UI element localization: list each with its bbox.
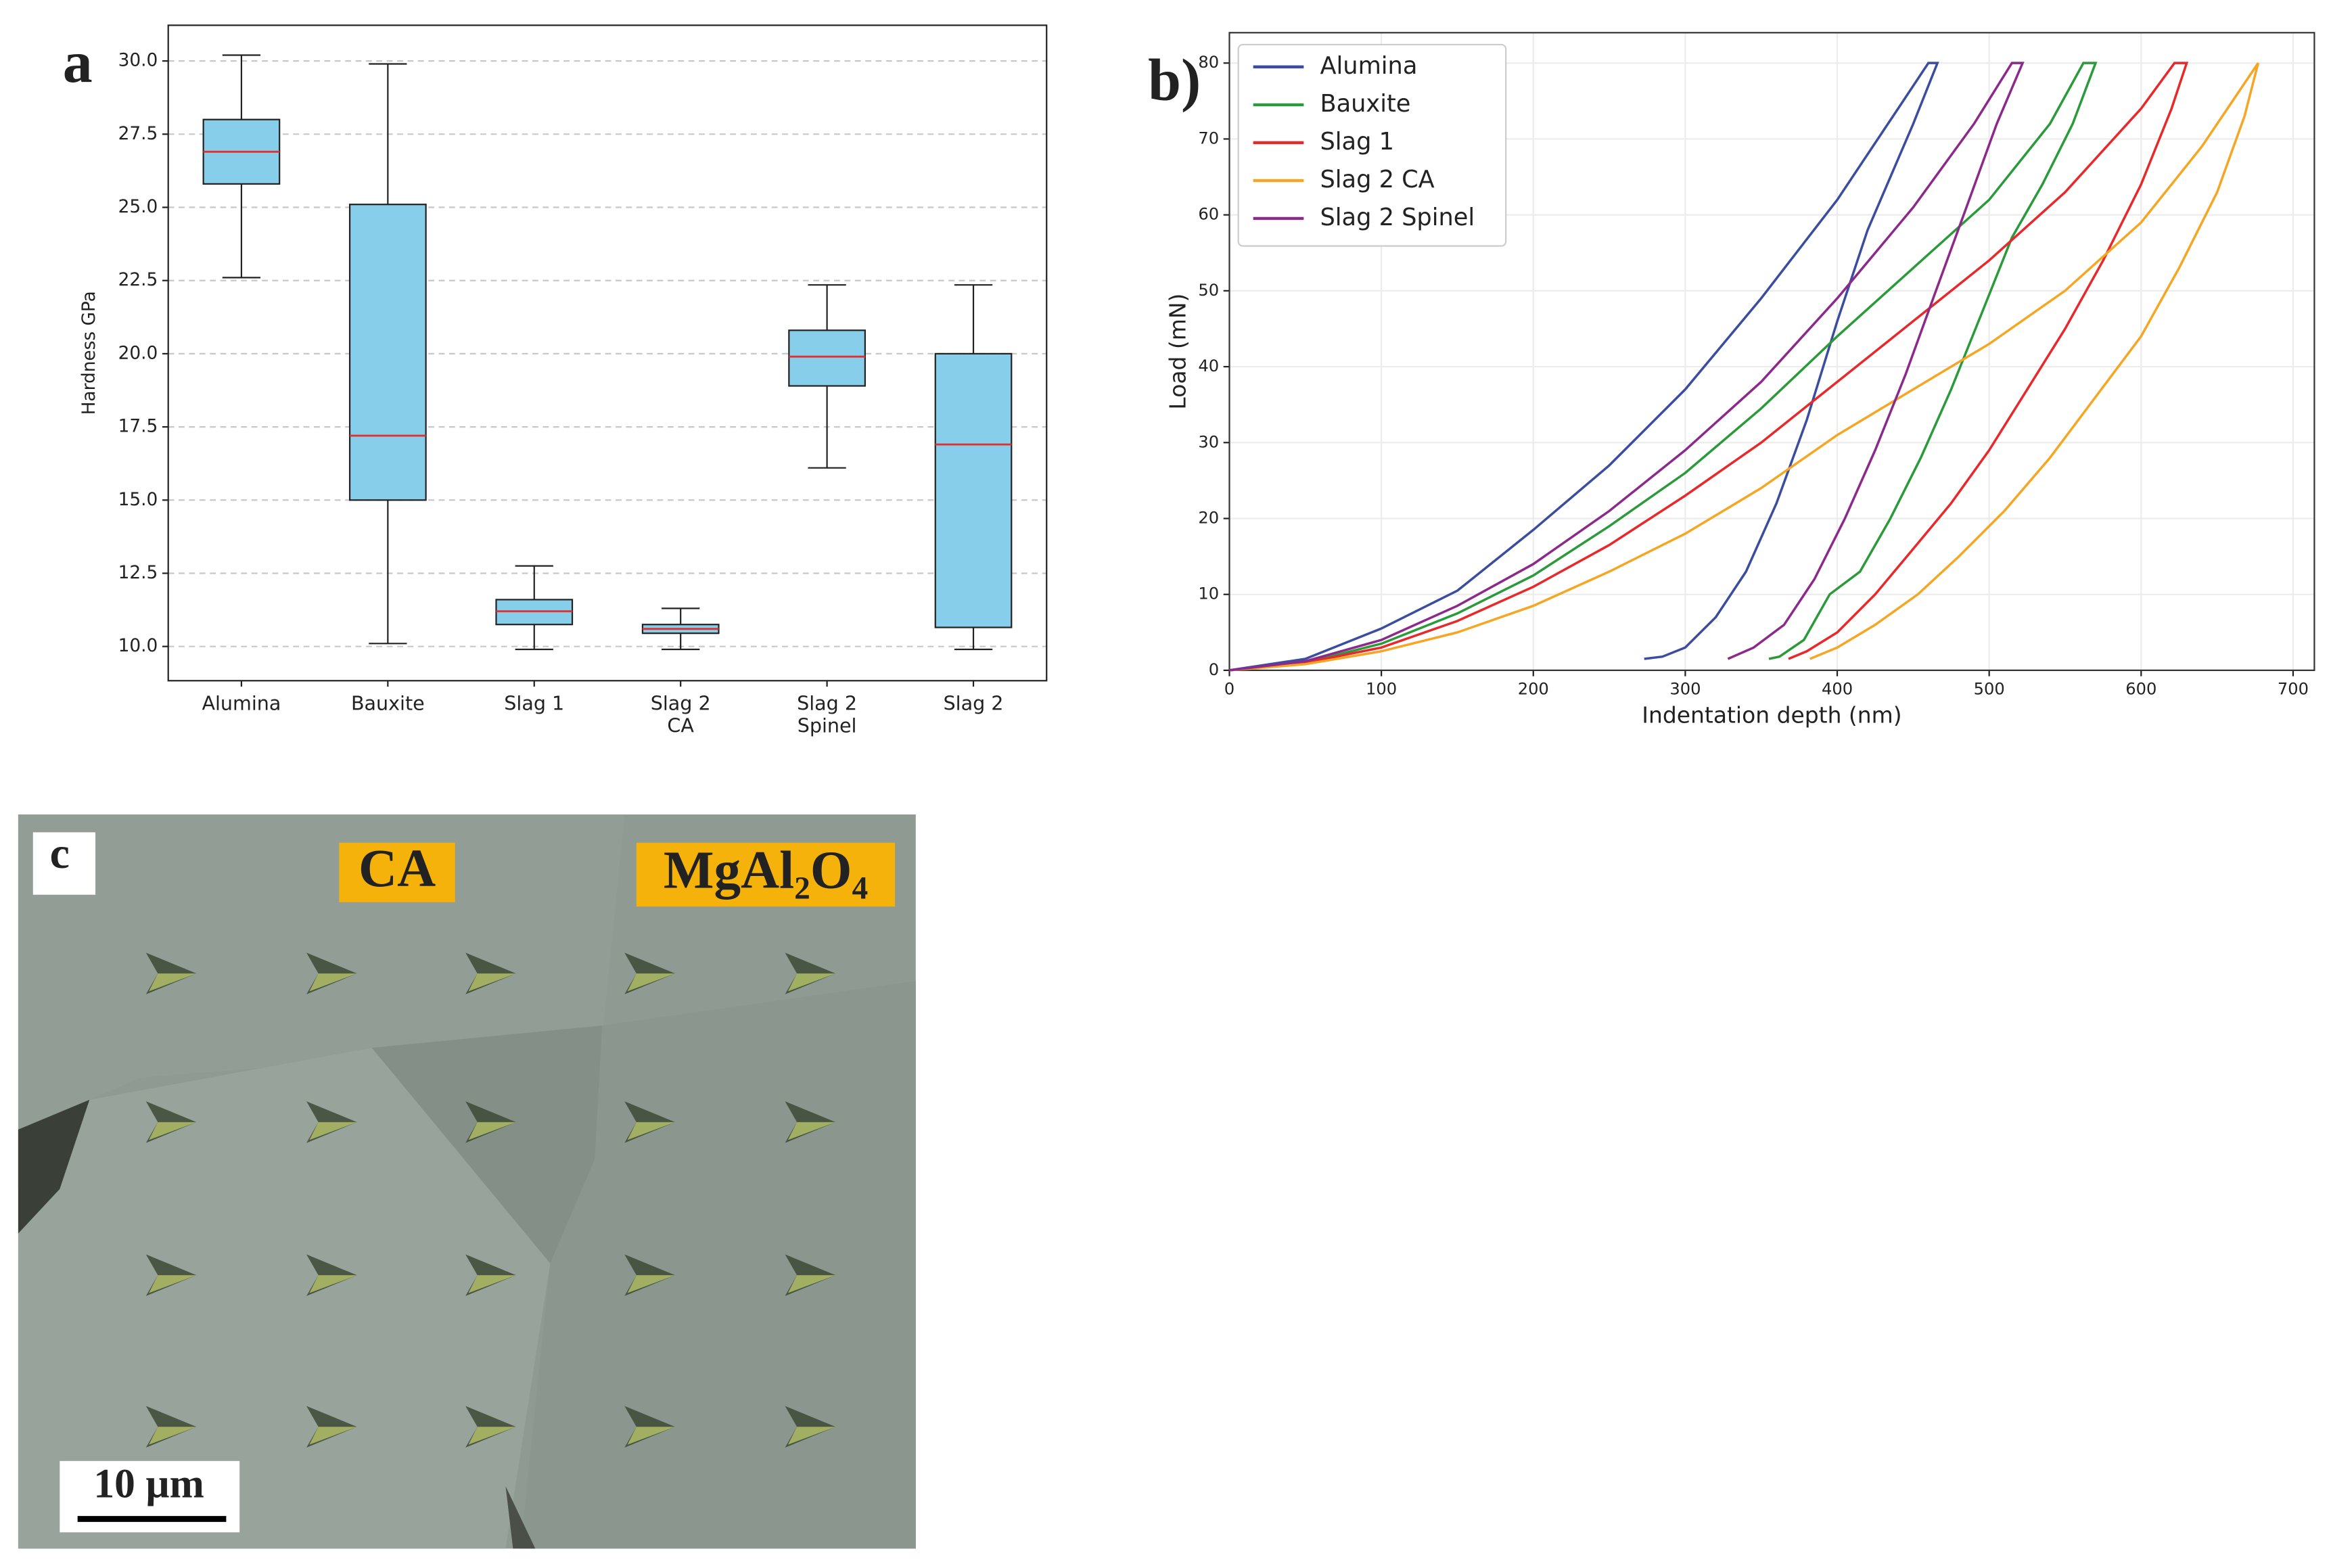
x-tick-label: Slag 2 [944,691,1004,714]
scale-bar-label: 10 µm [93,1460,204,1506]
y-tick-label: 80 [1198,53,1219,72]
y-axis-label: Hardness GPa [79,291,99,415]
panel-label: a [63,30,93,95]
box [788,329,866,387]
panel-label: b) [1148,48,1201,114]
panel-label-bg [32,832,96,895]
plot-frame [1228,32,2315,672]
y-tick-label: 15.0 [118,490,158,510]
indent-edge [149,973,197,992]
indent-edge [468,973,516,992]
y-tick-label: 0 [1209,660,1219,679]
y-tick-label: 27.5 [118,124,158,144]
series-line [1229,62,2260,672]
x-tick-label: Bauxite [351,691,425,714]
y-tick-label: 12.5 [118,563,158,583]
y-tick-label: 22.5 [118,270,158,290]
y-tick-label: 17.5 [118,417,158,437]
x-tick-label: Slag 2 CA [651,691,711,737]
label-bg [636,842,896,907]
indent-edge [787,1122,836,1140]
x-tick-label: 500 [1974,679,2005,698]
x-tick-label: 0 [1224,679,1234,698]
series-line [1229,62,2098,672]
indent-edge [468,1427,516,1445]
phase-label: CA [359,839,436,898]
legend-label: Slag 2 Spinel [1320,204,1475,231]
legend-label: Slag 1 [1320,128,1394,156]
indent-edge [787,973,836,992]
indent-edge [787,1275,836,1293]
x-tick-label: 700 [2278,679,2309,698]
y-tick-label: 10.0 [118,636,158,656]
x-tick-label: 400 [1822,679,1853,698]
phase-label: MgAl₂O₄ [664,841,868,900]
legend-label: Bauxite [1320,90,1411,118]
label-bg [339,842,455,902]
legend-label: Slag 2 CA [1320,166,1435,193]
indent-edge [787,1427,836,1445]
x-tick-label: Alumina [202,691,281,714]
y-tick-label: 10 [1198,584,1219,603]
indent-edge [468,1122,516,1140]
y-axis-label: Load (mN) [1164,294,1191,410]
y-tick-label: 40 [1198,356,1219,375]
y-tick-label: 30.0 [118,51,158,71]
y-tick-label: 70 [1198,129,1219,147]
x-tick-label: 200 [1518,679,1549,698]
indents [145,952,836,1448]
x-tick-label: Slag 2 Spinel [797,691,857,737]
legend-frame [1237,43,1507,247]
legend-label: Alumina [1320,52,1418,80]
indent-edge [149,1275,197,1293]
indent-edge [149,1427,197,1445]
box [934,352,1013,628]
indent-edge [149,1122,197,1140]
series-line [1229,62,2025,672]
y-tick-label: 25.0 [118,197,158,217]
series-line [1229,62,1939,672]
y-tick-label: 20.0 [118,343,158,363]
series-line [1229,62,2189,672]
y-tick-label: 30 [1198,432,1219,451]
y-tick-label: 50 [1198,281,1219,300]
box [348,204,427,501]
x-axis-label: Indentation depth (nm) [1642,702,1901,729]
indent-edge [468,1275,516,1293]
x-tick-label: Slag 1 [504,691,564,714]
x-tick-label: 600 [2125,679,2156,698]
x-tick-label: 100 [1366,679,1397,698]
x-tick-label: 300 [1669,679,1701,698]
plot-frame [167,24,1048,682]
indent-edge [309,1427,357,1445]
y-tick-label: 60 [1198,205,1219,224]
panel-label: c [50,829,70,878]
y-tick-label: 20 [1198,508,1219,527]
